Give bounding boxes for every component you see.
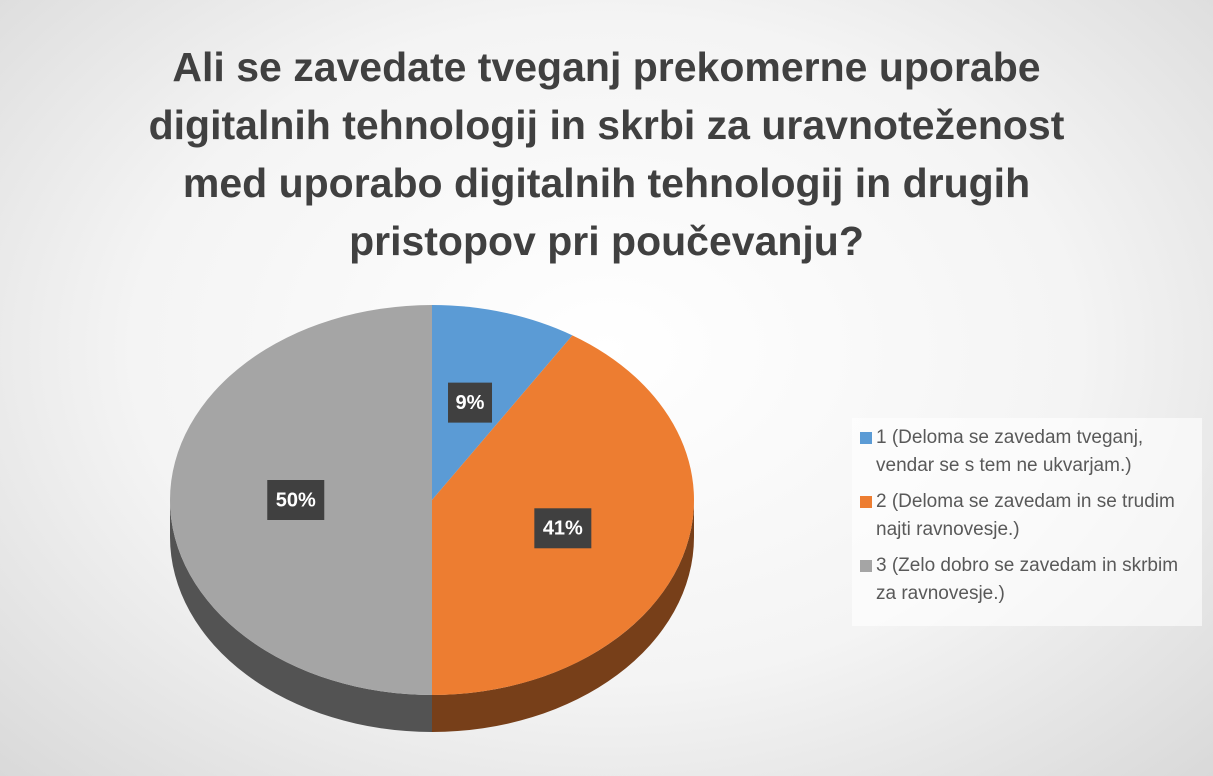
legend-item: 2 (Deloma se zavedam in se trudim najti … (860, 488, 1196, 544)
slice (432, 305, 573, 500)
legend: 1 (Deloma se zavedam tveganj, vendar se … (852, 418, 1202, 626)
data-label: 9% (456, 392, 485, 414)
legend-swatch (860, 496, 872, 508)
legend-label: 2 (Deloma se zavedam in se trudim najti … (876, 491, 1175, 540)
slice-side (432, 500, 694, 732)
data-label: 41% (543, 518, 583, 540)
legend-item: 1 (Deloma se zavedam tveganj, vendar se … (860, 424, 1196, 480)
data-label-box (534, 508, 592, 549)
legend-swatch (860, 432, 872, 444)
chart-title: Ali se zavedate tveganj prekomerne upora… (148, 44, 1065, 264)
legend-item: 3 (Zelo dobro se zavedam in skrbim za ra… (860, 552, 1196, 608)
data-label: 50% (276, 489, 316, 511)
slice-side (170, 500, 432, 732)
legend-label: 3 (Zelo dobro se zavedam in skrbim za ra… (876, 555, 1179, 604)
data-label-box (267, 480, 325, 520)
legend-swatch (860, 560, 872, 572)
data-label-box (448, 382, 493, 423)
legend-label: 1 (Deloma se zavedam tveganj, vendar se … (876, 427, 1144, 476)
